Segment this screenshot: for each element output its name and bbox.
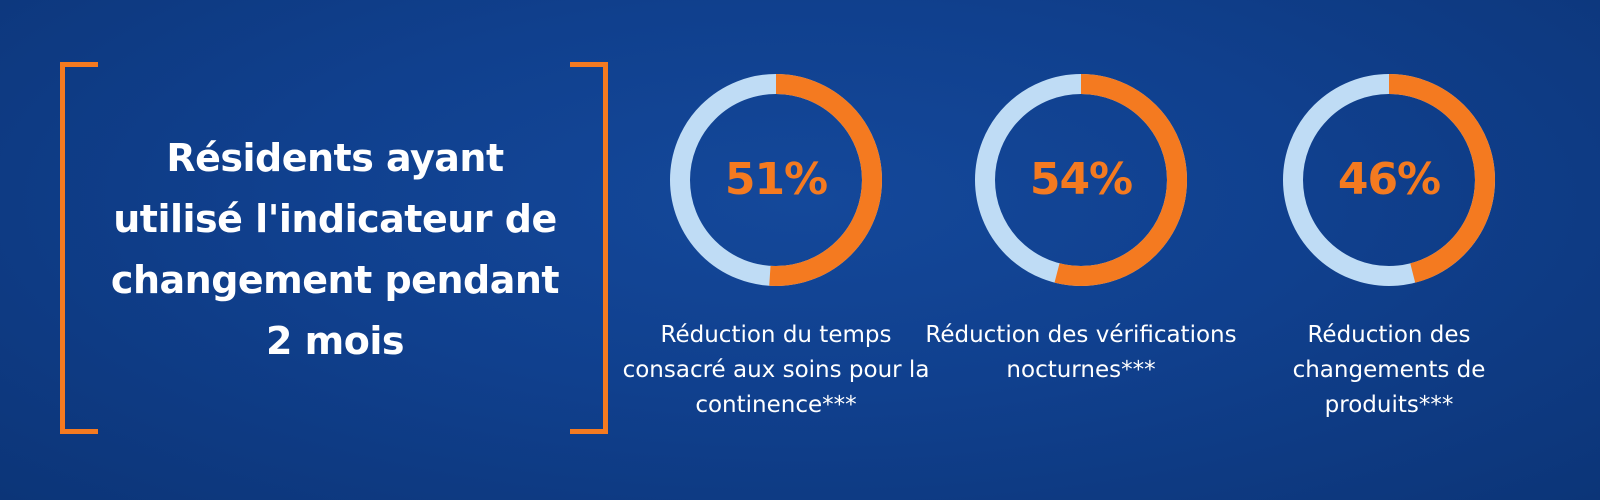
percent-value: 54% (1029, 154, 1133, 205)
donut-arc (975, 74, 1187, 286)
donut-chart-product-changes (1283, 74, 1495, 286)
stat-caption: Réduction des changements de produits*** (1292, 322, 1486, 418)
right-bracket (570, 62, 608, 434)
left-bracket (60, 62, 98, 434)
donut-chart-continence-care (670, 74, 882, 286)
stat-caption: Réduction du temps consacré aux soins po… (622, 322, 930, 418)
donut-chart-night-checks (975, 74, 1187, 286)
stat-caption: Réduction des vérifications nocturnes*** (925, 322, 1237, 383)
donut-arc (1283, 74, 1495, 286)
percent-value: 46% (1337, 154, 1441, 205)
donut-arc (670, 74, 882, 286)
headline: Résidents ayant utilisé l'indicateur de … (110, 136, 560, 363)
percent-value: 51% (724, 154, 828, 205)
